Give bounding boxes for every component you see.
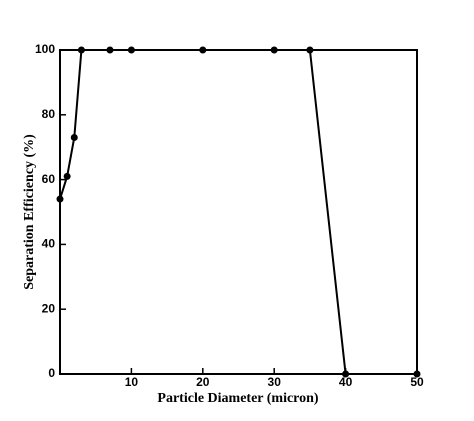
- y-tick-label: 60: [42, 172, 56, 186]
- x-axis-title: Particle Diameter (micron): [157, 391, 319, 406]
- y-tick-label: 100: [35, 42, 55, 56]
- x-tick-label: 20: [196, 375, 210, 389]
- data-point: [270, 46, 278, 54]
- data-point: [199, 46, 207, 54]
- x-tick-label: 10: [125, 375, 139, 389]
- series-line: [59, 49, 417, 375]
- y-axis-title: Separation Efficiency (%): [22, 134, 37, 290]
- data-point: [56, 195, 64, 203]
- data-point: [306, 46, 314, 54]
- plot-frame: [59, 49, 418, 375]
- y-tick-label: 40: [42, 237, 56, 251]
- x-tick-label: 40: [339, 375, 353, 389]
- data-point: [342, 370, 350, 378]
- data-point: [77, 46, 85, 54]
- data-point: [127, 46, 135, 54]
- data-point: [70, 133, 78, 141]
- x-tick-label: 30: [268, 375, 282, 389]
- y-tick-label: 80: [42, 107, 56, 121]
- data-point: [413, 370, 421, 378]
- y-tick-label: 0: [48, 366, 55, 380]
- x-tick-label: 50: [410, 375, 424, 389]
- y-tick-label: 20: [42, 301, 56, 315]
- data-point: [63, 172, 71, 180]
- data-point: [106, 46, 114, 54]
